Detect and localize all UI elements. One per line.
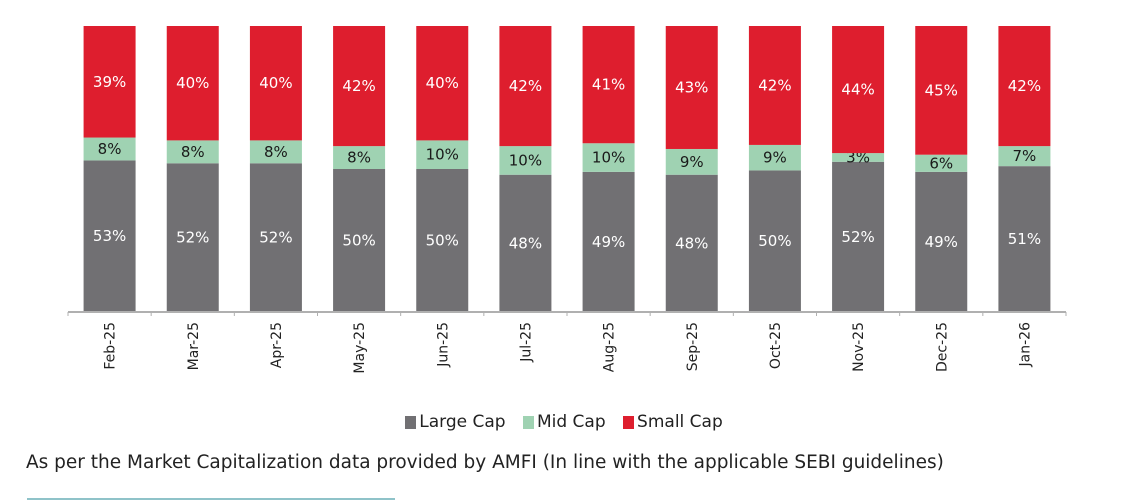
bar-segment-small-cap-jan-26	[998, 26, 1051, 147]
x-axis-tick-labels: Feb-25 Mar-25 Apr-25 May-25 Jun-25 Jul-25 Aug-…	[103, 322, 1034, 374]
bar-segment-mid-cap-oct-25	[748, 144, 801, 171]
x-tick-label-may-25: May-25	[352, 322, 368, 374]
bar-segment-mid-cap-feb-25	[83, 137, 136, 161]
data-label-large-cap-may-25: 50%	[342, 232, 375, 250]
bar-segment-small-cap-feb-25	[83, 26, 136, 138]
x-tick-label-mar-25: Mar-25	[186, 322, 202, 370]
data-label-small-cap-nov-25: 44%	[841, 81, 874, 99]
footnote: As per the Market Capitalization data pr…	[26, 452, 944, 473]
data-label-small-cap-jul-25: 42%	[509, 77, 542, 95]
bar-segment-small-cap-dec-25	[915, 26, 968, 155]
data-label-small-cap-may-25: 42%	[342, 77, 375, 95]
legend-label-large-cap: Large Cap	[419, 412, 506, 432]
data-label-mid-cap-sep-25: 9%	[680, 153, 704, 171]
bar-segment-large-cap-nov-25	[832, 161, 885, 312]
bar-segment-large-cap-sep-25	[665, 174, 718, 312]
data-label-large-cap-aug-25: 49%	[592, 233, 625, 251]
data-label-mid-cap-jun-25: 10%	[426, 146, 459, 164]
data-label-mid-cap-jan-26: 7%	[1013, 147, 1037, 165]
x-tick-label-jun-25: Jun-25	[435, 322, 451, 368]
data-label-small-cap-jan-26: 42%	[1008, 77, 1041, 95]
data-label-large-cap-apr-25: 52%	[259, 229, 292, 247]
bar-segment-large-cap-may-25	[333, 169, 386, 312]
bar-segment-small-cap-nov-25	[832, 26, 885, 154]
legend-swatch-small-cap	[623, 415, 635, 429]
bar-segment-large-cap-feb-25	[83, 160, 136, 312]
bar-segment-large-cap-dec-25	[915, 171, 968, 312]
x-tick-label-sep-25: Sep-25	[685, 322, 701, 371]
bar-segment-large-cap-aug-25	[582, 171, 635, 312]
x-tick-label-feb-25: Feb-25	[103, 322, 119, 370]
x-tick-label-jan-26: Jan-26	[1017, 322, 1033, 368]
data-label-mid-cap-mar-25: 8%	[181, 143, 205, 161]
data-label-large-cap-oct-25: 50%	[758, 232, 791, 250]
bar-segment-small-cap-sep-25	[665, 26, 718, 149]
bar-segment-small-cap-aug-25	[582, 26, 635, 144]
data-label-large-cap-jun-25: 50%	[426, 232, 459, 250]
bar-segment-small-cap-mar-25	[166, 26, 219, 141]
x-tick-label-oct-25: Oct-25	[768, 322, 784, 369]
data-label-large-cap-jan-26: 51%	[1008, 230, 1041, 248]
bar-segment-large-cap-jun-25	[416, 169, 469, 312]
bar-segment-mid-cap-aug-25	[582, 143, 635, 172]
data-label-mid-cap-aug-25: 10%	[592, 149, 625, 167]
stacked-bar-chart: 53% 8% 39% 52% 8% 40% 52% 8% 40% 50% 8% 42% 50% 10% 40…	[67, 26, 1067, 374]
bar-segment-large-cap-oct-25	[748, 170, 801, 312]
data-label-small-cap-sep-25: 43%	[675, 78, 708, 96]
legend-item-mid-cap: Mid Cap	[522, 412, 606, 432]
legend-item-small-cap: Small Cap	[623, 412, 723, 432]
bar-segment-mid-cap-jul-25	[499, 146, 552, 175]
data-label-large-cap-dec-25: 49%	[925, 233, 958, 251]
data-label-small-cap-apr-25: 40%	[259, 74, 292, 92]
x-axis-ticks	[67, 312, 1067, 316]
data-label-large-cap-mar-25: 52%	[176, 229, 209, 247]
bar-segment-mid-cap-jan-26	[998, 146, 1051, 167]
bar-segment-mid-cap-mar-25	[166, 140, 219, 164]
data-label-mid-cap-apr-25: 8%	[264, 143, 288, 161]
x-tick-label-apr-25: Apr-25	[269, 322, 285, 368]
x-tick-label-dec-25: Dec-25	[934, 322, 950, 372]
bar-segment-mid-cap-may-25	[333, 146, 386, 169]
x-tick-label-jul-25: Jul-25	[518, 322, 534, 363]
data-label-small-cap-dec-25: 45%	[925, 81, 958, 99]
data-label-small-cap-feb-25: 39%	[93, 73, 126, 91]
bar-segment-mid-cap-dec-25	[915, 154, 968, 172]
data-label-small-cap-oct-25: 42%	[758, 76, 791, 94]
legend: Large Cap Mid Cap Small Cap	[0, 412, 1128, 434]
bar-segment-mid-cap-nov-25	[832, 153, 885, 162]
legend-item-large-cap: Large Cap	[405, 412, 506, 432]
data-label-mid-cap-jul-25: 10%	[509, 151, 542, 169]
divider-line	[27, 498, 395, 500]
bar-segment-mid-cap-jun-25	[416, 140, 469, 169]
bar-segment-small-cap-may-25	[333, 26, 386, 147]
data-label-large-cap-feb-25: 53%	[93, 227, 126, 245]
data-label-mid-cap-feb-25: 8%	[98, 140, 122, 158]
data-label-small-cap-aug-25: 41%	[592, 76, 625, 94]
legend-label-small-cap: Small Cap	[637, 412, 723, 432]
data-label-large-cap-nov-25: 52%	[841, 228, 874, 246]
data-label-large-cap-sep-25: 48%	[675, 234, 708, 252]
data-label-small-cap-jun-25: 40%	[426, 74, 459, 92]
data-label-mid-cap-oct-25: 9%	[763, 149, 787, 167]
bar-segment-mid-cap-sep-25	[665, 148, 718, 175]
data-label-mid-cap-dec-25: 6%	[929, 154, 953, 172]
bar-segment-small-cap-oct-25	[748, 26, 801, 145]
bar-segment-small-cap-jun-25	[416, 26, 469, 141]
bar-segment-small-cap-jul-25	[499, 26, 552, 147]
legend-swatch-large-cap	[405, 415, 417, 429]
bars-group: 53% 8% 39% 52% 8% 40% 52% 8% 40% 50% 8% 42% 50% 10% 40…	[83, 26, 1051, 312]
bar-segment-large-cap-jul-25	[499, 174, 552, 312]
x-tick-label-nov-25: Nov-25	[851, 322, 867, 372]
legend-swatch-mid-cap	[522, 415, 534, 429]
bar-segment-large-cap-apr-25	[249, 163, 302, 312]
data-label-large-cap-jul-25: 48%	[509, 234, 542, 252]
bar-segment-large-cap-mar-25	[166, 163, 219, 312]
data-label-small-cap-mar-25: 40%	[176, 74, 209, 92]
data-label-mid-cap-may-25: 8%	[347, 149, 371, 167]
bar-segment-large-cap-jan-26	[998, 166, 1051, 312]
legend-label-mid-cap: Mid Cap	[536, 412, 606, 432]
x-tick-label-aug-25: Aug-25	[602, 322, 618, 372]
bar-segment-mid-cap-apr-25	[249, 140, 302, 164]
bar-segment-small-cap-apr-25	[249, 26, 302, 141]
